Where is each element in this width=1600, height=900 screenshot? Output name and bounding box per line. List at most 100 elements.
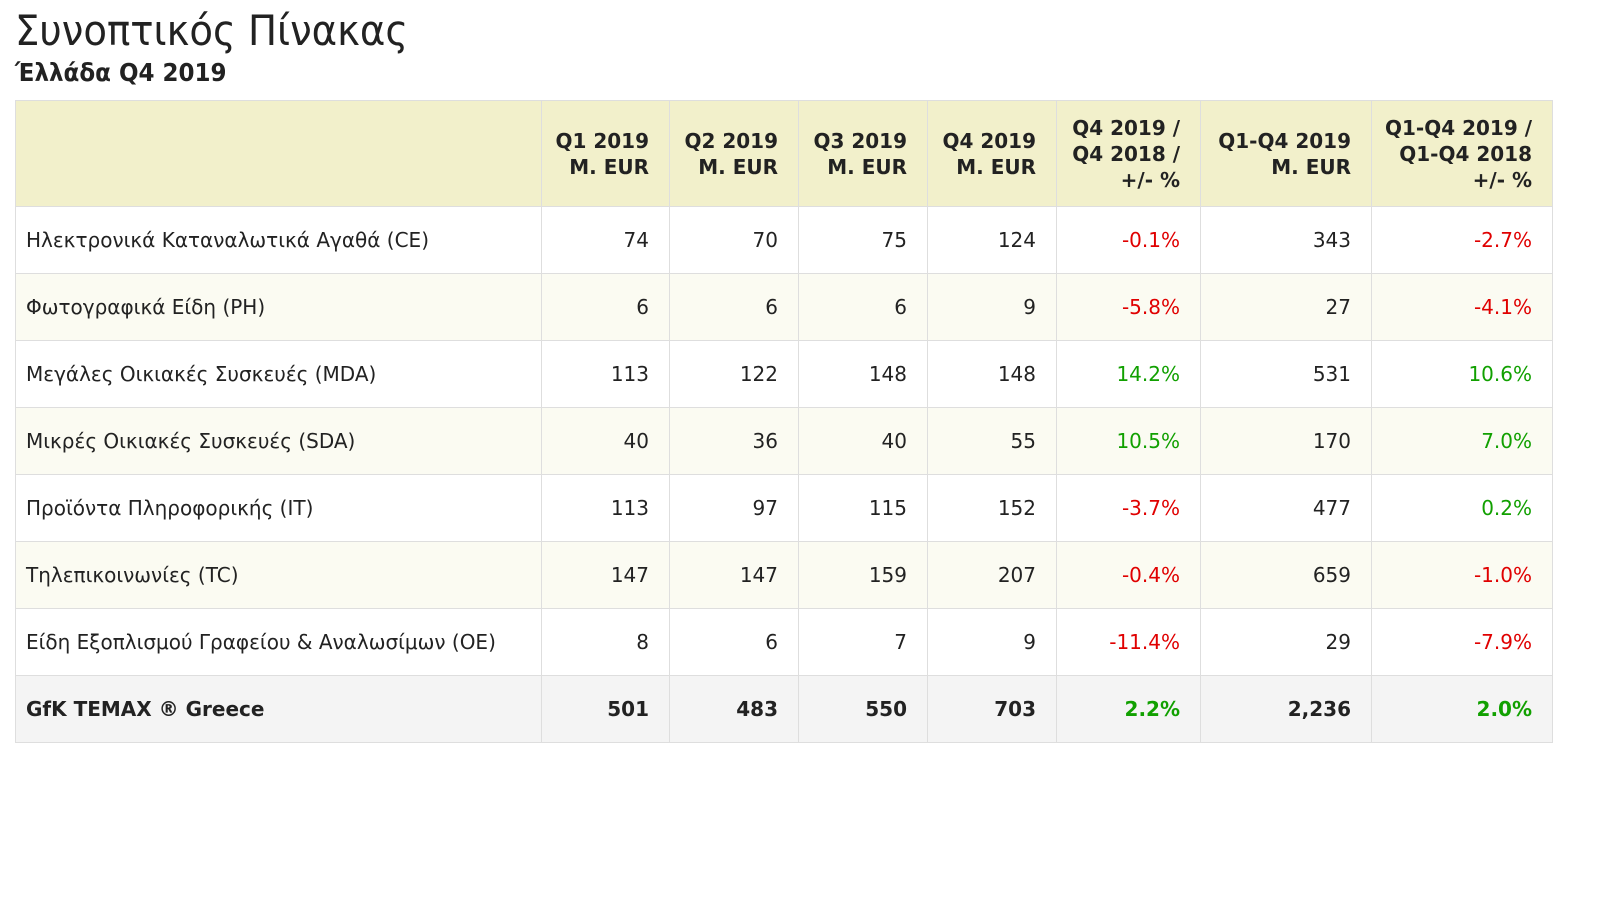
table-row: Μεγάλες Οικιακές Συσκευές (MDA) 113 122 148… bbox=[15, 340, 1553, 408]
value-cell-q4: 124 bbox=[927, 206, 1057, 274]
value-cell-q4chg: -3.7% bbox=[1056, 474, 1201, 542]
value-cell-q4: 152 bbox=[927, 474, 1057, 542]
value-cell-q2: 6 bbox=[669, 608, 799, 676]
value-cell-q1: 8 bbox=[541, 608, 670, 676]
value-cell-q1: 74 bbox=[541, 206, 670, 274]
column-header-line: M. EUR bbox=[698, 154, 778, 179]
category-cell: Μεγάλες Οικιακές Συσκευές (MDA) bbox=[15, 340, 542, 408]
value-cell-q4chg: -11.4% bbox=[1056, 608, 1201, 676]
value-cell-q4chg: 10.5% bbox=[1056, 407, 1201, 475]
value-cell-ytdchg: -4.1% bbox=[1371, 273, 1553, 341]
value-cell-q2: 70 bbox=[669, 206, 799, 274]
table-row: Προϊόντα Πληροφορικής (IT) 113 97 115 152 -3.… bbox=[15, 474, 1553, 542]
value-cell-q2: 36 bbox=[669, 407, 799, 475]
column-header-line: Q4 2018 / bbox=[1072, 141, 1180, 166]
value-cell-ytd: 343 bbox=[1200, 206, 1372, 274]
value-cell-q4chg: -0.4% bbox=[1056, 541, 1201, 609]
column-header: Q1 2019 M. EUR bbox=[541, 100, 670, 207]
table-row: Μικρές Οικιακές Συσκευές (SDA) 40 36 40 55 10… bbox=[15, 407, 1553, 475]
value-cell-q1: 113 bbox=[541, 474, 670, 542]
column-header-line: +/- % bbox=[1120, 167, 1180, 192]
column-header-line: Q3 2019 bbox=[813, 128, 907, 153]
column-header-line: Q1-Q4 2018 bbox=[1399, 141, 1532, 166]
value-cell-ytd: 477 bbox=[1200, 474, 1372, 542]
category-cell: Ηλεκτρονικά Καταναλωτικά Αγαθά (CE) bbox=[15, 206, 542, 274]
header-row: Q1 2019 M. EUR Q2 2019 M. EUR Q3 2019 M. EUR Q… bbox=[15, 100, 1553, 207]
value-cell-q1: 6 bbox=[541, 273, 670, 341]
value-cell-q3: 159 bbox=[798, 541, 928, 609]
category-cell: GfK TEMAX ® Greece bbox=[15, 675, 542, 743]
value-cell-q4chg: -5.8% bbox=[1056, 273, 1201, 341]
page-title: Συνοπτικός Πίνακας bbox=[15, 6, 409, 55]
category-cell: Προϊόντα Πληροφορικής (IT) bbox=[15, 474, 542, 542]
table-row: Φωτογραφικά Είδη (PH) 6 6 6 9 -5.8% 27 -4.1% bbox=[15, 273, 1553, 341]
column-header-line: Q1-Q4 2019 bbox=[1218, 128, 1351, 153]
value-cell-q2: 6 bbox=[669, 273, 799, 341]
value-cell-q4: 207 bbox=[927, 541, 1057, 609]
value-cell-ytdchg: 2.0% bbox=[1371, 675, 1553, 743]
value-cell-ytd: 659 bbox=[1200, 541, 1372, 609]
value-cell-ytd: 170 bbox=[1200, 407, 1372, 475]
category-cell: Φωτογραφικά Είδη (PH) bbox=[15, 273, 542, 341]
column-header-line: Q2 2019 bbox=[684, 128, 778, 153]
value-cell-ytdchg: 10.6% bbox=[1371, 340, 1553, 408]
value-cell-q4chg: 2.2% bbox=[1056, 675, 1201, 743]
category-cell: Τηλεπικοινωνίες (TC) bbox=[15, 541, 542, 609]
column-header bbox=[15, 100, 542, 207]
column-header: Q3 2019 M. EUR bbox=[798, 100, 928, 207]
column-header-line: M. EUR bbox=[569, 154, 649, 179]
column-header: Q4 2019 /Q4 2018 /+/- % bbox=[1056, 100, 1201, 207]
value-cell-ytdchg: 0.2% bbox=[1371, 474, 1553, 542]
value-cell-q1: 501 bbox=[541, 675, 670, 743]
value-cell-ytd: 531 bbox=[1200, 340, 1372, 408]
value-cell-q3: 6 bbox=[798, 273, 928, 341]
value-cell-q4: 703 bbox=[927, 675, 1057, 743]
value-cell-q4: 9 bbox=[927, 608, 1057, 676]
table-row: Είδη Εξοπλισμού Γραφείου & Αναλωσίμων (O… bbox=[15, 608, 1553, 676]
category-cell: Είδη Εξοπλισμού Γραφείου & Αναλωσίμων (O… bbox=[15, 608, 542, 676]
total-row: GfK TEMAX ® Greece 501 483 550 703 2.2% 2,236 2… bbox=[15, 675, 1553, 743]
table-row: Ηλεκτρονικά Καταναλωτικά Αγαθά (CE) 74 70 7… bbox=[15, 206, 1553, 274]
value-cell-q1: 113 bbox=[541, 340, 670, 408]
value-cell-q4: 9 bbox=[927, 273, 1057, 341]
column-header-line: Q4 2019 / bbox=[1072, 115, 1180, 140]
value-cell-q2: 97 bbox=[669, 474, 799, 542]
value-cell-ytd: 27 bbox=[1200, 273, 1372, 341]
value-cell-q4chg: -0.1% bbox=[1056, 206, 1201, 274]
value-cell-q4: 55 bbox=[927, 407, 1057, 475]
column-header: Q1-Q4 2019 /Q1-Q4 2018 +/- % bbox=[1371, 100, 1553, 207]
table-row: Τηλεπικοινωνίες (TC) 147 147 159 207 -0.4% 659… bbox=[15, 541, 1553, 609]
value-cell-q1: 40 bbox=[541, 407, 670, 475]
column-header: Q1-Q4 2019 M. EUR bbox=[1200, 100, 1372, 207]
value-cell-q3: 40 bbox=[798, 407, 928, 475]
value-cell-q3: 550 bbox=[798, 675, 928, 743]
summary-table: Q1 2019 M. EUR Q2 2019 M. EUR Q3 2019 M. EUR Q… bbox=[15, 100, 1553, 743]
value-cell-ytd: 2,236 bbox=[1200, 675, 1372, 743]
column-header-line: M. EUR bbox=[956, 154, 1036, 179]
value-cell-q4: 148 bbox=[927, 340, 1057, 408]
value-cell-q2: 147 bbox=[669, 541, 799, 609]
value-cell-q3: 7 bbox=[798, 608, 928, 676]
value-cell-q4chg: 14.2% bbox=[1056, 340, 1201, 408]
value-cell-q3: 148 bbox=[798, 340, 928, 408]
value-cell-ytdchg: -1.0% bbox=[1371, 541, 1553, 609]
column-header-line: +/- % bbox=[1472, 167, 1532, 192]
value-cell-ytdchg: -2.7% bbox=[1371, 206, 1553, 274]
value-cell-q3: 75 bbox=[798, 206, 928, 274]
column-header-line: Q1-Q4 2019 / bbox=[1384, 115, 1532, 140]
value-cell-ytdchg: -7.9% bbox=[1371, 608, 1553, 676]
value-cell-q3: 115 bbox=[798, 474, 928, 542]
column-header-line: Q1 2019 bbox=[555, 128, 649, 153]
value-cell-q2: 483 bbox=[669, 675, 799, 743]
value-cell-ytdchg: 7.0% bbox=[1371, 407, 1553, 475]
column-header-line: M. EUR bbox=[827, 154, 907, 179]
column-header: Q2 2019 M. EUR bbox=[669, 100, 799, 207]
category-cell: Μικρές Οικιακές Συσκευές (SDA) bbox=[15, 407, 542, 475]
column-header-line: M. EUR bbox=[1271, 154, 1351, 179]
page-subtitle: Έλλάδα Q4 2019 bbox=[15, 58, 227, 87]
value-cell-q1: 147 bbox=[541, 541, 670, 609]
value-cell-q2: 122 bbox=[669, 340, 799, 408]
column-header-line: Q4 2019 bbox=[942, 128, 1036, 153]
column-header: Q4 2019 M. EUR bbox=[927, 100, 1057, 207]
value-cell-ytd: 29 bbox=[1200, 608, 1372, 676]
